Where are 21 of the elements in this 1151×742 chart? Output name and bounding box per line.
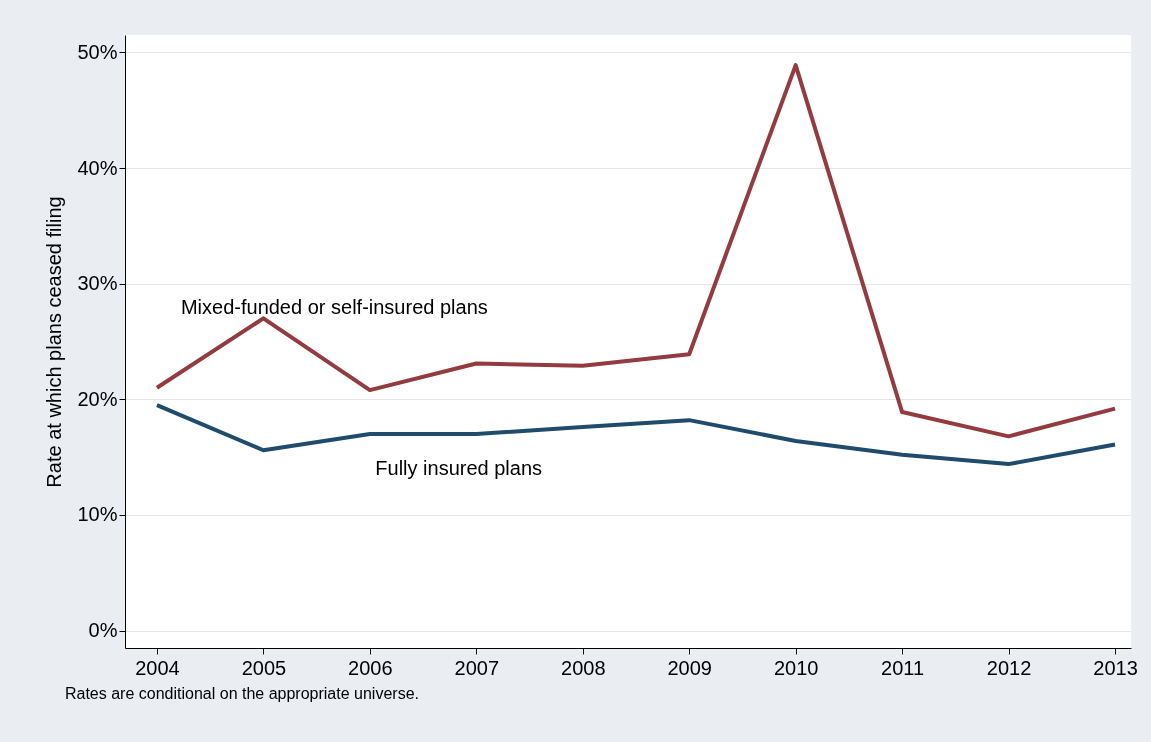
x-tick-label: 2012: [986, 656, 1032, 679]
x-tick-label: 2013: [1093, 656, 1138, 679]
y-tick-label: 0%: [88, 619, 118, 642]
text: Rates are conditional on the appropriate universe.: [64, 685, 419, 702]
y-axis-title: Rate at which plans ceased filing: [43, 196, 66, 488]
x-tick-label: 2009: [667, 656, 712, 679]
y-tick-label: 50%: [77, 40, 118, 63]
x-tick-label: 2010: [773, 656, 819, 679]
y-tick-label: 30%: [77, 272, 118, 295]
x-tick-label: 2008: [561, 656, 606, 679]
y-tick-label: 40%: [77, 156, 118, 179]
x-tick-label: 2006: [348, 656, 393, 679]
y-tick-label: 10%: [77, 503, 118, 526]
line-series: [154, 63, 1118, 439]
x-tick-label: 2011: [881, 656, 925, 679]
y-tick-label: 20%: [77, 387, 118, 410]
text: Mixed-funded or self-insured plans: [180, 295, 488, 318]
x-tick-label: 2004: [135, 656, 180, 679]
series-label: Fully insured plans: [375, 457, 543, 480]
x-tick-label: 2005: [241, 656, 287, 679]
x-tick-label: 2007: [454, 656, 500, 679]
